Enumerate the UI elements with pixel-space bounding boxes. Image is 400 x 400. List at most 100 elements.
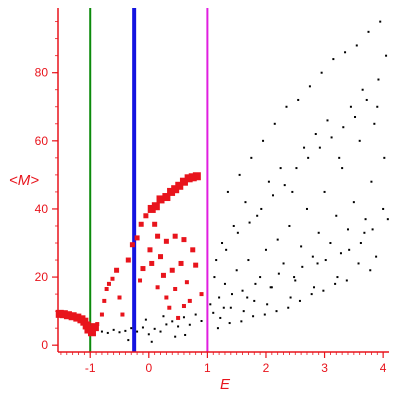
data-point-marked (147, 247, 153, 253)
data-point (375, 255, 378, 258)
data-point-marked (167, 187, 176, 196)
data-point-marked (190, 247, 196, 253)
data-point (289, 296, 292, 299)
data-point-marked (176, 315, 181, 320)
data-point (364, 218, 367, 221)
data-point (264, 248, 267, 251)
y-tick-label: 80 (35, 66, 49, 80)
data-point-marked (151, 202, 160, 211)
data-point (250, 156, 253, 159)
data-point (200, 320, 203, 323)
data-point-marked (199, 292, 204, 297)
data-point (267, 180, 270, 183)
x-tick-label: 0 (145, 361, 152, 375)
data-point (303, 146, 306, 149)
data-point (376, 105, 379, 108)
data-point-marked (87, 328, 96, 337)
data-point-marked (167, 305, 172, 310)
data-point-marked (193, 262, 199, 268)
data-point-marked (187, 298, 192, 303)
data-point (285, 105, 288, 108)
data-point (314, 133, 317, 136)
data-point-marked (59, 310, 68, 319)
data-point (335, 214, 338, 217)
data-point-marked (110, 276, 115, 281)
data-point (283, 184, 286, 187)
y-tick-label: 60 (35, 134, 49, 148)
data-point (329, 242, 332, 245)
data-point (345, 279, 348, 282)
data-point (229, 306, 232, 309)
data-point (127, 339, 130, 342)
data-point-marked (172, 233, 178, 239)
data-point (254, 282, 257, 285)
data-point (344, 51, 347, 54)
data-point (238, 173, 241, 176)
data-point (349, 105, 352, 108)
data-point (244, 201, 247, 204)
data-point (118, 331, 121, 334)
data-point (338, 156, 341, 159)
data-point (383, 156, 386, 159)
data-point-marked (173, 286, 178, 291)
data-point-marked (95, 322, 100, 327)
data-point (277, 272, 280, 275)
data-point (153, 327, 156, 330)
data-point-marked (163, 238, 169, 244)
data-point-marked (90, 323, 99, 332)
data-point (346, 228, 349, 231)
data-point-marked (138, 278, 143, 283)
data-point (334, 282, 337, 285)
data-point (386, 218, 389, 221)
data-point (297, 98, 300, 101)
data-point (147, 333, 150, 336)
data-point (194, 313, 197, 316)
data-point (136, 330, 139, 333)
data-point-marked (156, 195, 165, 204)
data-point (294, 279, 297, 282)
data-point (182, 316, 185, 319)
data-point-marked (184, 280, 189, 285)
data-point (150, 340, 153, 343)
data-point (219, 316, 222, 319)
data-point-marked (181, 237, 187, 243)
data-point (272, 194, 275, 197)
data-point (232, 224, 235, 227)
data-point (293, 276, 296, 279)
data-point (262, 139, 265, 142)
data-point-marked (155, 285, 160, 290)
data-point (174, 335, 177, 338)
data-point-marked (120, 312, 125, 317)
data-point (317, 231, 320, 234)
data-point (266, 303, 269, 306)
data-point (291, 190, 294, 193)
data-point-marked (125, 257, 131, 263)
data-point (371, 228, 374, 231)
data-point (298, 299, 301, 302)
data-point-marked (143, 213, 149, 219)
data-point (288, 224, 291, 227)
data-point (216, 327, 219, 330)
data-point-marked (63, 311, 72, 320)
vertical-lines (89, 8, 209, 352)
data-point (363, 231, 366, 234)
data-points (55, 20, 389, 343)
data-point (305, 207, 308, 210)
data-point (369, 269, 372, 272)
data-point (270, 286, 273, 289)
data-point (336, 276, 339, 279)
data-point-marked (164, 295, 169, 300)
data-point (241, 289, 244, 292)
data-point (162, 315, 165, 318)
data-point-marked (169, 267, 175, 273)
data-point (263, 313, 266, 316)
data-point (377, 78, 380, 81)
data-point (188, 323, 191, 326)
x-tick-label: -1 (85, 361, 96, 375)
data-point (240, 320, 243, 323)
data-point (354, 115, 357, 118)
x-axis-title: E (220, 376, 231, 393)
data-point (165, 323, 168, 326)
